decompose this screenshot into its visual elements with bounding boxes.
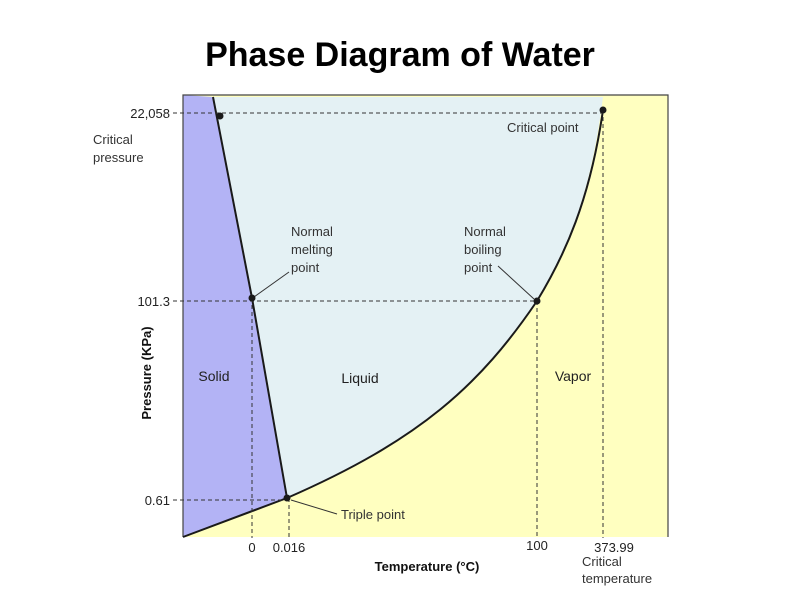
leader-boiling xyxy=(497,265,535,300)
y-tick-critical: 22,058 xyxy=(130,106,170,121)
label-critical-point: Critical point xyxy=(507,120,579,135)
label-critical-temperature-line1: Critical xyxy=(582,554,622,569)
leader-triple xyxy=(290,499,338,515)
normal-boiling-point-marker xyxy=(533,297,541,305)
y-axis-title: Pressure (KPa) xyxy=(139,326,154,419)
y-tick-normal: 101.3 xyxy=(137,294,170,309)
label-critical-temperature: Critical temperature xyxy=(582,554,652,586)
plot-frame xyxy=(182,94,669,537)
y-tick-triple: 0.61 xyxy=(145,493,170,508)
label-normal-melting: Normal melting point xyxy=(291,224,337,275)
x-axis-title: Temperature (°C) xyxy=(375,559,480,574)
triple-point-marker xyxy=(283,494,291,502)
label-critical-temperature-line2: temperature xyxy=(582,571,652,586)
key-points xyxy=(216,106,607,502)
label-critical-pressure: Critical pressure xyxy=(93,132,144,165)
vaporization-curve xyxy=(286,109,604,499)
liquid-region xyxy=(213,97,603,498)
leader-lines xyxy=(253,265,535,515)
normal-melting-point-marker xyxy=(248,294,256,302)
critical-pressure-point xyxy=(216,112,224,120)
x-tick-critical: 373.99 xyxy=(594,540,634,555)
critical-point-marker xyxy=(599,106,607,114)
label-normal-boiling-line3: point xyxy=(464,260,493,275)
x-tick-boiling: 100 xyxy=(526,538,548,553)
solid-region xyxy=(183,95,287,537)
leader-melting xyxy=(253,271,290,298)
label-critical-pressure-line2: pressure xyxy=(93,150,144,165)
label-normal-boiling-line2: boiling xyxy=(464,242,502,257)
label-triple-point: Triple point xyxy=(341,507,405,522)
x-tick-zero: 0 xyxy=(248,540,255,555)
label-normal-melting-line3: point xyxy=(291,260,320,275)
label-normal-melting-line1: Normal xyxy=(291,224,333,239)
diagram-title: Phase Diagram of Water xyxy=(205,36,595,74)
label-normal-boiling-line1: Normal xyxy=(464,224,506,239)
label-normal-melting-line2: melting xyxy=(291,242,333,257)
label-critical-pressure-line1: Critical xyxy=(93,132,133,147)
label-normal-boiling: Normal boiling point xyxy=(464,224,510,275)
sublimation-curve xyxy=(182,497,288,538)
x-tick-triple: 0.016 xyxy=(273,540,306,555)
region-label-liquid: Liquid xyxy=(341,370,378,386)
guide-lines xyxy=(173,110,604,538)
region-label-vapor: Vapor xyxy=(555,368,592,384)
region-label-solid: Solid xyxy=(198,368,229,384)
